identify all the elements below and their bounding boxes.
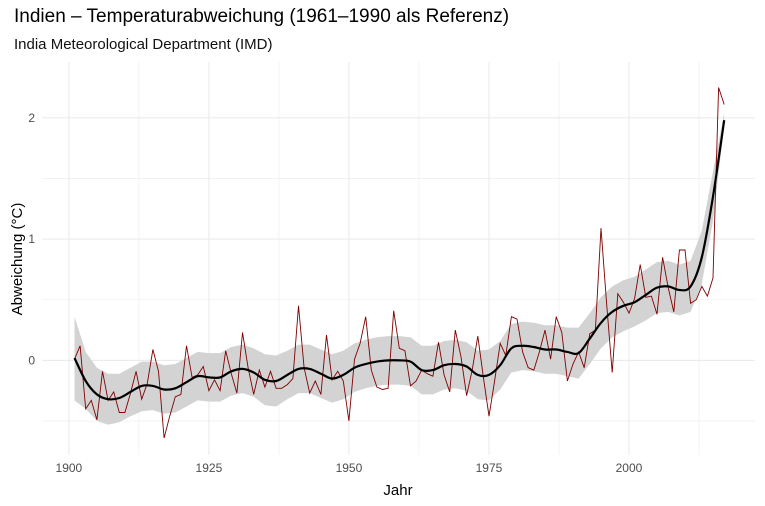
x-tick-label: 1950	[336, 461, 363, 475]
chart-subtitle: India Meteorological Department (IMD)	[14, 36, 273, 53]
x-tick-label: 1925	[196, 461, 223, 475]
chart-title: Indien – Temperaturabweichung (1961–1990…	[14, 6, 510, 27]
x-axis-ticks: 1900 1925 1950 1975 2000	[56, 461, 643, 475]
y-tick-label: 1	[28, 232, 35, 246]
x-tick-label: 1900	[56, 461, 83, 475]
confidence-band	[74, 112, 725, 425]
x-tick-label: 2000	[616, 461, 643, 475]
x-axis-label: Jahr	[383, 482, 412, 499]
smoothed-trend-line	[73, 120, 726, 401]
confidence-band-group	[74, 112, 725, 425]
y-tick-label: 2	[28, 111, 35, 125]
annual-anomaly-line	[74, 87, 725, 439]
y-tick-label: 0	[28, 353, 35, 367]
y-axis-label: Abweichung (°C)	[9, 203, 26, 316]
x-tick-label: 1975	[476, 461, 503, 475]
smooth-series-group	[73, 120, 726, 401]
y-axis-ticks: 0 1 2	[28, 111, 35, 368]
annual-series-group	[74, 87, 725, 439]
